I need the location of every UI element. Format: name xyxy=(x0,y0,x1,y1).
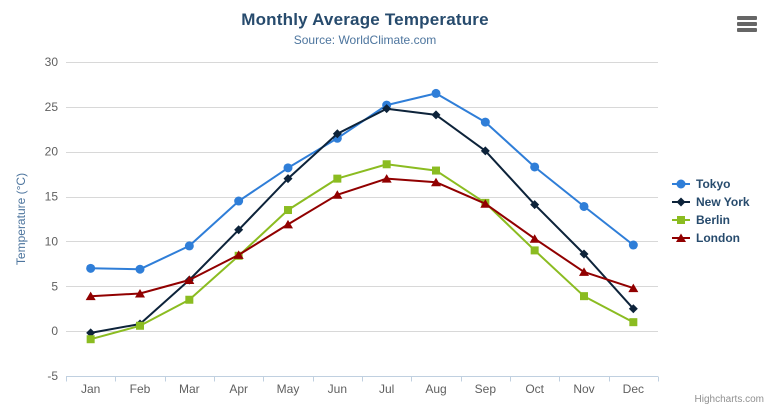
x-axis-label: Aug xyxy=(425,382,446,396)
y-axis-labels: -5 0 5 10 15 20 25 30 xyxy=(45,55,59,383)
data-point-london-feb[interactable] xyxy=(135,288,145,298)
y-axis-label: 30 xyxy=(45,55,59,69)
chart-title: Monthly Average Temperature xyxy=(241,10,489,29)
x-axis-labels: Jan Feb Mar Apr May Jun Jul Aug Sep Oct Nov Dec xyxy=(81,382,644,396)
data-point-berlin-aug[interactable] xyxy=(432,166,440,175)
data-point-tokyo-may[interactable] xyxy=(283,163,293,173)
data-point-london-jul[interactable] xyxy=(381,174,392,183)
y-axis-label: 0 xyxy=(51,324,58,338)
legend: Tokyo New York Berlin London xyxy=(672,176,750,245)
data-point-london-jan[interactable] xyxy=(85,291,96,301)
data-point-tokyo-aug[interactable] xyxy=(431,88,441,98)
data-point-london-nov[interactable] xyxy=(579,267,589,276)
data-point-new-york-oct[interactable] xyxy=(530,200,540,210)
data-point-new-york-aug[interactable] xyxy=(431,110,441,120)
y-axis-label: 15 xyxy=(45,190,59,204)
series-line-berlin xyxy=(89,163,635,341)
x-axis-label: Jan xyxy=(81,382,100,396)
circle-marker-glyph xyxy=(676,179,686,188)
data-point-tokyo-feb[interactable] xyxy=(135,264,145,274)
legend-item-berlin[interactable]: Berlin xyxy=(672,212,750,227)
data-point-london-aug[interactable] xyxy=(431,177,441,187)
y-axis-label: 10 xyxy=(45,234,59,248)
square-marker-glyph xyxy=(677,215,685,224)
circle-marker-icon xyxy=(672,179,690,188)
data-point-berlin-dec[interactable] xyxy=(629,318,638,327)
data-point-london-dec[interactable] xyxy=(628,283,639,293)
data-point-berlin-mar[interactable] xyxy=(185,295,194,304)
x-axis-label: Dec xyxy=(623,382,644,396)
data-point-new-york-nov[interactable] xyxy=(579,249,589,259)
legend-label: London xyxy=(696,230,740,245)
data-point-tokyo-apr[interactable] xyxy=(234,196,244,206)
legend-label: New York xyxy=(696,194,750,209)
diamond-marker-icon xyxy=(672,197,690,206)
legend-item-london[interactable]: London xyxy=(672,230,750,245)
data-point-berlin-jul[interactable] xyxy=(382,160,391,169)
x-axis-label: Feb xyxy=(130,382,151,396)
x-axis xyxy=(66,376,659,382)
data-point-london-mar[interactable] xyxy=(184,275,195,285)
chart-subtitle: Source: WorldClimate.com xyxy=(293,33,437,47)
x-axis-label: Oct xyxy=(525,382,544,396)
x-axis-label: Jun xyxy=(328,382,347,396)
data-point-tokyo-jan[interactable] xyxy=(86,263,96,273)
data-point-tokyo-sep[interactable] xyxy=(480,117,490,127)
data-point-berlin-oct[interactable] xyxy=(530,246,539,255)
y-axis-label: 20 xyxy=(45,145,59,159)
triangle-marker-icon xyxy=(672,233,690,242)
x-axis-label: Nov xyxy=(573,382,594,396)
series-line-london xyxy=(89,177,635,298)
data-point-berlin-feb[interactable] xyxy=(136,321,144,330)
data-point-new-york-may[interactable] xyxy=(283,174,293,184)
data-point-london-may[interactable] xyxy=(283,219,293,229)
legend-item-new-york[interactable]: New York xyxy=(672,194,750,209)
export-menu-button[interactable] xyxy=(735,13,759,35)
data-point-berlin-jun[interactable] xyxy=(333,174,342,183)
triangle-marker-glyph xyxy=(676,233,686,242)
data-point-new-york-sep[interactable] xyxy=(480,146,490,156)
legend-label: Berlin xyxy=(696,212,731,227)
data-point-tokyo-mar[interactable] xyxy=(184,241,194,251)
x-axis-label: Mar xyxy=(179,382,200,396)
legend-item-tokyo[interactable]: Tokyo xyxy=(672,176,750,191)
x-axis-label: Apr xyxy=(229,382,248,396)
gridlines xyxy=(66,62,658,332)
data-point-new-york-dec[interactable] xyxy=(628,304,638,314)
square-marker-icon xyxy=(672,215,690,224)
highcharts-credit-link[interactable]: Highcharts.com xyxy=(694,394,764,405)
x-axis-label: May xyxy=(277,382,300,396)
data-point-new-york-jan[interactable] xyxy=(86,328,96,338)
x-axis-label: Sep xyxy=(475,382,497,396)
x-axis-label: Jul xyxy=(379,382,394,396)
data-point-london-apr[interactable] xyxy=(233,250,244,259)
data-point-london-sep[interactable] xyxy=(480,199,491,208)
data-point-new-york-apr[interactable] xyxy=(234,225,244,235)
data-point-berlin-nov[interactable] xyxy=(580,292,588,301)
data-point-london-oct[interactable] xyxy=(529,234,540,243)
y-axis-title: Temperature (°C) xyxy=(14,173,28,265)
series-line-tokyo xyxy=(89,92,635,271)
series-line-new-york xyxy=(89,107,635,334)
y-axis-label: 5 xyxy=(51,279,58,293)
data-point-tokyo-oct[interactable] xyxy=(530,162,540,172)
data-point-tokyo-nov[interactable] xyxy=(579,201,589,211)
data-point-new-york-jun[interactable] xyxy=(332,129,342,139)
data-point-berlin-jan[interactable] xyxy=(86,335,95,344)
data-point-london-jun[interactable] xyxy=(332,190,343,199)
diamond-marker-glyph xyxy=(676,197,686,206)
data-point-tokyo-dec[interactable] xyxy=(628,240,638,250)
y-axis-label: -5 xyxy=(47,369,58,383)
data-point-berlin-may[interactable] xyxy=(284,206,292,215)
y-axis-label: 25 xyxy=(45,100,59,114)
legend-label: Tokyo xyxy=(696,176,731,191)
data-point-new-york-jul[interactable] xyxy=(382,104,392,114)
series-group xyxy=(85,88,639,344)
